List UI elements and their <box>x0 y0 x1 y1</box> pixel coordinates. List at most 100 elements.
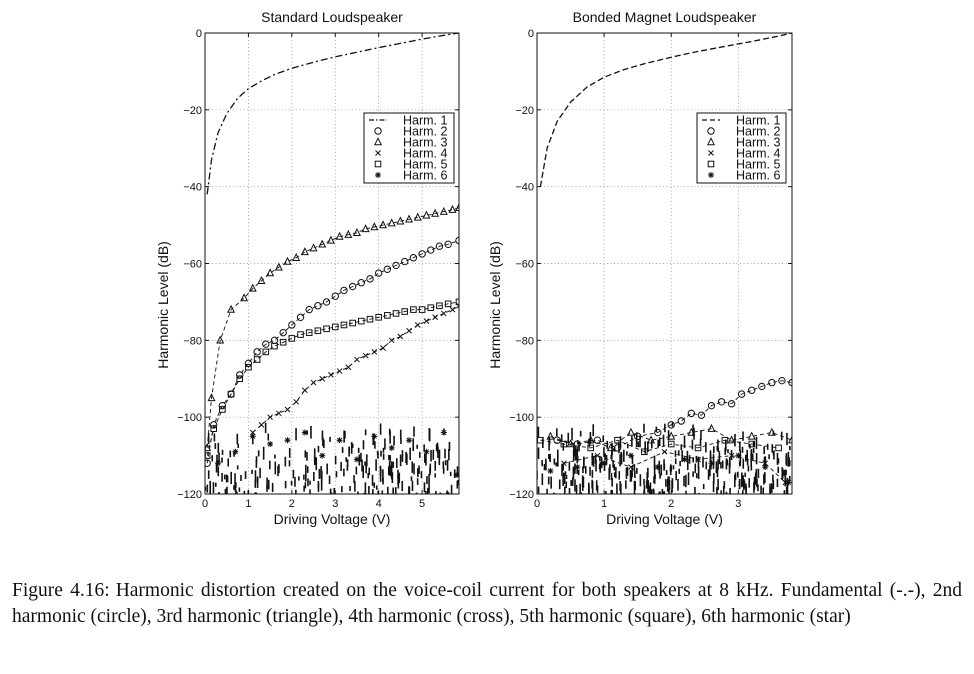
panel1-triangle-point <box>454 202 459 211</box>
panel2-xtick-label: 2 <box>668 498 674 510</box>
panel1-star-point <box>440 429 447 436</box>
panel2-triangle-point <box>767 427 776 436</box>
panel2-circle-point <box>654 428 662 437</box>
panel1-triangle-point <box>318 239 327 248</box>
panel2-cross-point <box>560 460 567 467</box>
panel1-triangle-point <box>370 222 379 231</box>
panel1-square-point <box>358 317 365 325</box>
panel1-circle-point <box>357 279 366 287</box>
panel1-square-point <box>392 310 400 317</box>
panel1-star-point <box>371 433 378 440</box>
panel2-circle-point <box>758 382 766 391</box>
panel1-cross-point <box>267 414 273 421</box>
panel2-triangle-point <box>747 431 756 440</box>
panel1-xtick-label: 0 <box>202 498 208 510</box>
panel1-star-point <box>319 452 326 459</box>
panel2-legend-label: Harm. 6 <box>736 169 781 183</box>
panel1-square-point <box>323 325 330 333</box>
panel1-legend-label: Harm. 2 <box>403 125 448 139</box>
panel1-triangle-point <box>352 227 361 236</box>
panel2-square-point <box>694 444 702 452</box>
figure-caption-label: Figure 4.16: <box>12 580 110 601</box>
panel2-circle-point <box>667 421 675 429</box>
panel2-triangle-point <box>707 423 716 432</box>
panel1-star-point <box>301 429 308 436</box>
panel2-ytick-label: −40 <box>515 182 534 194</box>
panel1-circle-point <box>348 282 357 291</box>
panel1-triangle-point <box>227 304 236 313</box>
panel2-square-point <box>775 444 782 452</box>
panel2-legend-label: Harm. 4 <box>736 147 781 161</box>
panel1-square-point <box>210 425 217 432</box>
panel1-triangle-point <box>274 262 283 271</box>
panel1-cross-point <box>319 375 326 382</box>
panel1-square-point <box>340 321 348 329</box>
panel1-legend-label: Harm. 6 <box>403 169 448 183</box>
panel2-triangle-point <box>566 439 575 448</box>
panel1-series-3 <box>205 202 459 452</box>
panel2-legend-marker-icon <box>706 137 716 146</box>
panel1-circle-point <box>314 302 322 310</box>
panel2-chart: Bonded Magnet Loudspeaker 0 −20 −40 −60 −80 −1… <box>487 9 793 527</box>
panel1-cross-point <box>406 327 412 334</box>
panel2-triangle-point <box>787 435 792 444</box>
panel1-ytick-label: 0 <box>196 28 202 40</box>
panel1-triangle-point <box>207 393 216 402</box>
panel1-triangle-point <box>448 204 457 213</box>
panel1-circle-point <box>296 313 305 321</box>
panel1-ytick-label: −120 <box>177 489 202 501</box>
panel1-star-point <box>232 448 239 455</box>
panel1-star-point <box>388 444 395 451</box>
panel2-circle-point <box>717 398 726 406</box>
panel1-circle-point <box>262 340 270 348</box>
panel1-square-point <box>253 356 261 363</box>
panel1-star-point <box>406 437 413 444</box>
panel1-circle-point <box>409 254 418 262</box>
panel1-triangle-point <box>240 293 249 302</box>
panel2-legend-marker-icon <box>708 172 714 178</box>
panel2-legend-label: Harm. 3 <box>736 136 781 150</box>
panel1-plot-area <box>205 33 459 494</box>
panel1-cross-point <box>258 421 265 428</box>
panel1-triangle-point <box>405 214 414 223</box>
panel2-circle-point <box>727 400 736 408</box>
panel2-legend-marker-icon <box>707 127 715 135</box>
panel1-ytick-label: −40 <box>183 182 202 194</box>
panel2-star-point <box>627 452 634 459</box>
panel1-square-point <box>384 312 391 319</box>
panel1-square-point <box>314 327 322 335</box>
panel1-ytick-label: −80 <box>183 335 202 347</box>
panel2-xtick-label: 3 <box>735 498 741 510</box>
panel1-cross-point <box>293 398 300 405</box>
panel1-series-5-line <box>206 301 459 456</box>
panel1-circle-point <box>205 459 211 467</box>
panel1-triangle-point <box>396 216 405 225</box>
panel1-cross-point <box>380 345 386 351</box>
panel1-cross-point <box>275 410 282 417</box>
panel1-square-point <box>236 375 244 383</box>
panel2-series-2-line <box>557 380 792 449</box>
panel1-circle-point <box>427 246 435 254</box>
panel1-circle-point <box>331 292 339 300</box>
panel1-cross-point <box>414 322 421 328</box>
panel1-circle-point <box>305 305 313 314</box>
panel1-circle-point <box>392 261 400 270</box>
panel2-triangle-point <box>687 427 696 436</box>
panel2-xtick-label: 0 <box>534 498 540 510</box>
panel2-series-4-line <box>563 451 786 483</box>
panel1-legend-marker-icon <box>373 137 383 146</box>
panel1-cross-point <box>456 302 459 309</box>
panel1-square-point <box>401 308 409 315</box>
panel1-legend-label: Harm. 1 <box>403 114 448 128</box>
panel1-legend-label: Harm. 3 <box>403 136 448 150</box>
panel2-circle-point <box>687 409 696 418</box>
panel1-series-5 <box>205 298 459 459</box>
panel1-star-point <box>423 448 430 455</box>
panel2-square-point <box>614 436 621 444</box>
panel2-circle-point <box>768 378 776 387</box>
panel1-legend-marker-icon <box>374 160 382 168</box>
panel2-series-3-line <box>550 428 792 449</box>
panel1-circle-point <box>279 328 287 337</box>
panel1-series-2 <box>205 236 459 467</box>
